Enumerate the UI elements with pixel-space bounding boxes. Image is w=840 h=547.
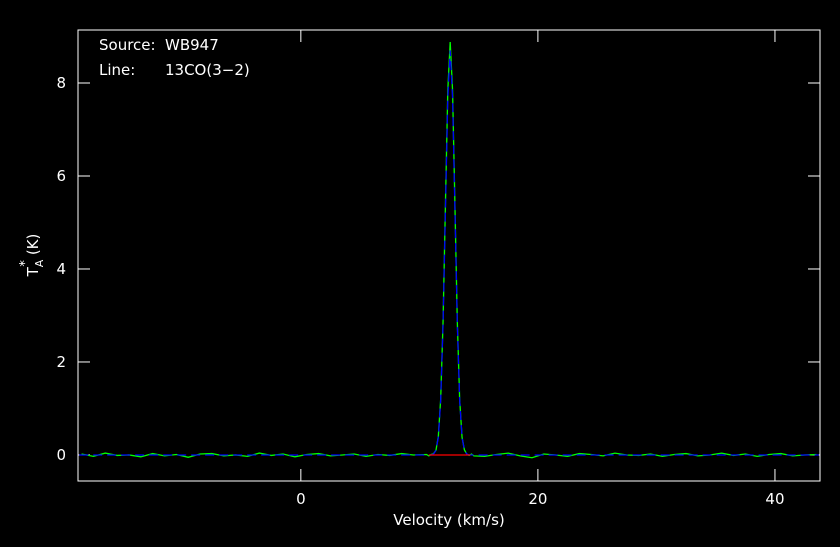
y-tick-label: 0: [56, 446, 66, 464]
y-axis-label: TA* (K): [18, 234, 46, 278]
y-label-sup: *: [18, 260, 33, 267]
y-tick-label: 6: [56, 167, 66, 185]
x-tick-label: 20: [528, 490, 547, 508]
annotation-text: WB947: [165, 36, 219, 54]
y-label-main: T: [24, 266, 42, 277]
y-tick-label: 8: [56, 74, 66, 92]
x-tick-label: 40: [765, 490, 784, 508]
y-label-unit: (K): [24, 234, 42, 256]
plot-frame: [77, 29, 821, 482]
x-axis-label: Velocity (km/s): [393, 511, 504, 529]
y-tick-label: 4: [56, 260, 66, 278]
annotation-label: Source:: [99, 36, 156, 54]
annotation-label: Line:: [99, 61, 135, 79]
x-tick-label: 0: [296, 490, 306, 508]
annotation-text: 13CO(3−2): [165, 61, 250, 79]
y-tick-label: 2: [56, 353, 66, 371]
y-label-sub: A: [33, 259, 46, 267]
